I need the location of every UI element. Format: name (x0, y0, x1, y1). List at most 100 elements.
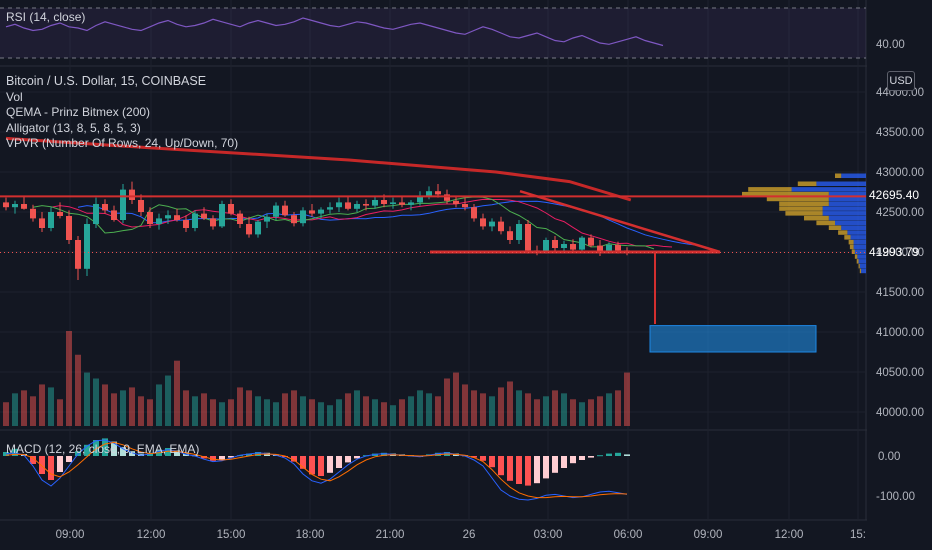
volume-bar (255, 396, 261, 426)
volume-bar (525, 393, 531, 426)
volume-bar (624, 372, 630, 426)
legend-alligator[interactable]: Alligator (13, 8, 5, 8, 5, 3) (6, 120, 141, 135)
candle-body (579, 237, 585, 250)
macd-hist-bar (579, 456, 585, 460)
vpvr-row-down (822, 206, 866, 211)
vpvr-row-up (851, 249, 855, 254)
alligator-line (50, 198, 673, 248)
volume-bar (462, 384, 468, 426)
volume-bar (336, 399, 342, 426)
candle-body (174, 215, 180, 220)
candle-body (597, 245, 603, 252)
vpvr-row-up (748, 187, 792, 192)
candle-body (111, 210, 117, 220)
vpvr-row-down (841, 225, 866, 230)
candle-body (156, 218, 162, 224)
symbol-title[interactable]: Bitcoin / U.S. Dollar, 15, COINBASE (6, 74, 207, 88)
time-tick: 09:00 (694, 529, 723, 541)
macd-hist-bar (498, 456, 504, 476)
candle-body (507, 231, 513, 240)
volume-bar (597, 396, 603, 426)
macd-hist-bar (228, 456, 234, 458)
macd-hist-bar (48, 456, 54, 480)
vpvr-row-down (861, 268, 866, 274)
candle-body (183, 220, 189, 228)
volume-bar (273, 402, 279, 426)
rsi-legend[interactable]: RSI (14, close) (6, 10, 86, 24)
macd-hist-bar (606, 453, 612, 456)
candle-body (435, 191, 441, 195)
candle-body (480, 218, 486, 227)
legend-qema[interactable]: QEMA - Prinz Bitmex (200) (6, 105, 151, 119)
volume-bar (417, 390, 423, 426)
candle-body (426, 191, 432, 196)
legend-vol[interactable]: Vol (6, 89, 23, 104)
price-tick: 43000.00 (876, 167, 924, 179)
volume-bar (192, 396, 198, 426)
volume-bar (138, 396, 144, 426)
candle-body (552, 240, 558, 248)
volume-bar (84, 372, 90, 426)
price-tick: 41000.00 (876, 327, 924, 339)
macd-pane (3, 438, 630, 501)
candle-body (210, 218, 216, 227)
macd-hist-bar (309, 456, 315, 475)
drawings[interactable] (0, 136, 866, 353)
volume-bar (444, 378, 450, 426)
macd-hist-bar (471, 456, 477, 458)
volume-bar (12, 393, 18, 426)
macd-hist-bar (210, 456, 216, 461)
vpvr-row-up (838, 230, 848, 235)
vpvr-row-down (858, 259, 866, 264)
vpvr-row-down (853, 244, 866, 250)
rsi-band (0, 8, 866, 58)
candle-body (606, 244, 612, 252)
volume-bar (498, 387, 504, 426)
candle-body (192, 213, 198, 228)
vpvr-row-down (791, 187, 866, 192)
macd-hist-bar (129, 451, 135, 456)
volume-bar (228, 399, 234, 426)
macd-hist-bar (300, 456, 306, 469)
vpvr-row-down (828, 191, 866, 197)
macd-hist-bar (66, 456, 72, 462)
macd-hist-bar (93, 440, 99, 456)
macd-hist-bar (219, 456, 225, 460)
macd-hist-bar (561, 456, 567, 468)
candle-body (399, 202, 405, 205)
volume-bar (318, 402, 324, 426)
candle-body (372, 200, 378, 206)
volume-bar (129, 387, 135, 426)
vpvr-row-up (859, 268, 862, 274)
volume-bar (408, 396, 414, 426)
candle-body (291, 215, 297, 224)
currency-button[interactable]: USD (887, 71, 915, 91)
volume-bar (39, 384, 45, 426)
candle-body (21, 204, 27, 209)
volume-bar (147, 399, 153, 426)
volume-bar (111, 393, 117, 426)
macd-hist-bar (318, 456, 324, 476)
volume-bar (390, 405, 396, 426)
volume-bar (534, 399, 540, 426)
vpvr-profile (742, 173, 866, 274)
legend-vpvr[interactable]: VPVR (Number Of Rows, 24, Up/Down, 70) (6, 136, 239, 150)
volume-bar (489, 396, 495, 426)
macd-hist-bar (597, 455, 603, 457)
vpvr-row-down (816, 181, 866, 186)
candle-body (444, 194, 450, 201)
descending-trendline (519, 190, 721, 254)
volume-bar (282, 393, 288, 426)
candle-body (48, 212, 54, 228)
time-tick: 15: (850, 529, 866, 541)
volume-bar (345, 393, 351, 426)
macd-hist-bar (516, 456, 522, 484)
macd-hist-bar (165, 448, 171, 456)
price-tick: 43500.00 (876, 127, 924, 139)
candle-body (273, 205, 279, 217)
candle-body (102, 204, 108, 211)
macd-legend[interactable]: MACD (12, 26, close, 9, EMA, EMA) (6, 442, 200, 456)
macd-hist-bar (507, 456, 513, 481)
candle-body (561, 244, 567, 248)
